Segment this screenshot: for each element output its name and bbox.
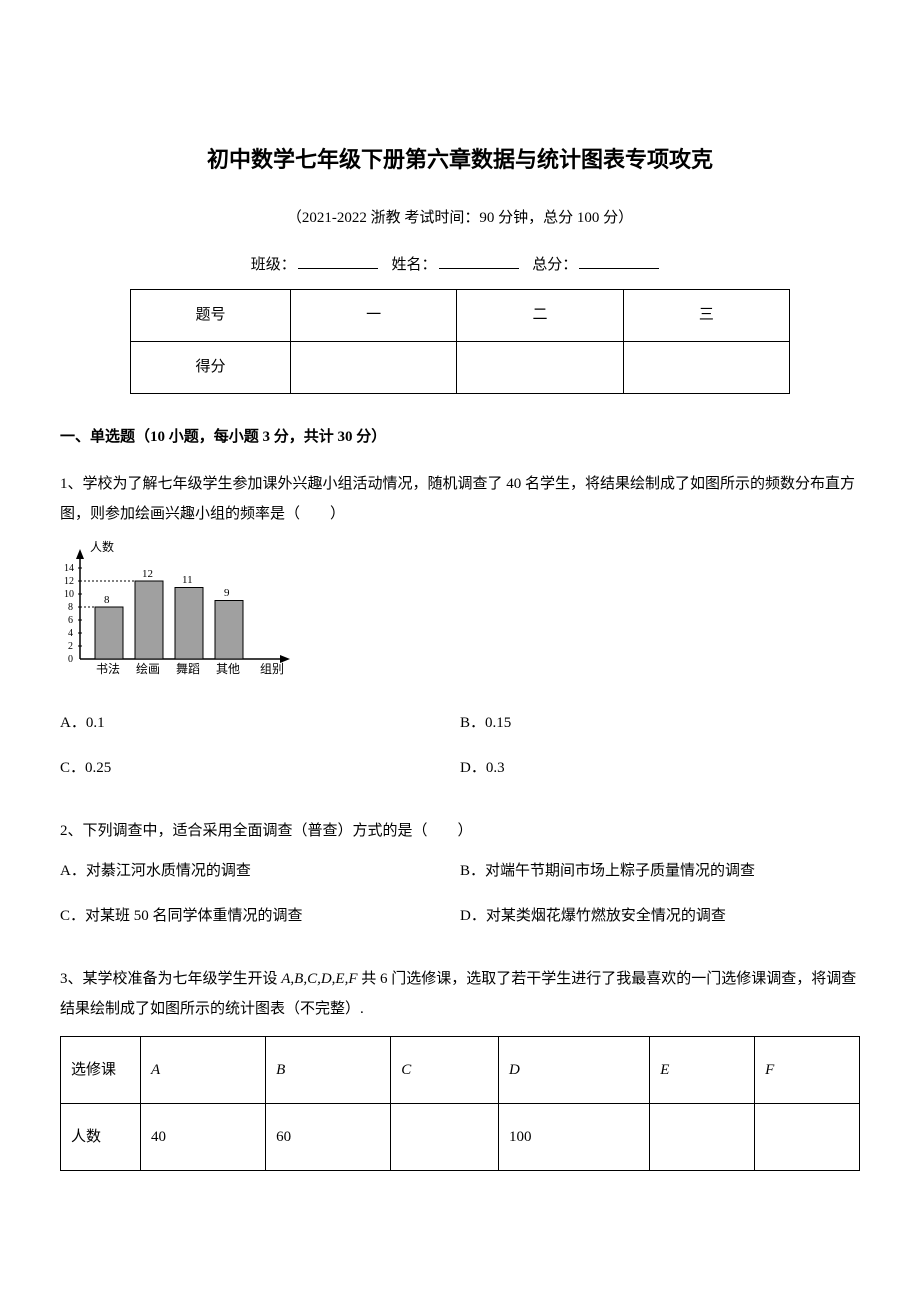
cell: 100: [499, 1103, 650, 1170]
cell-header: 题号: [131, 289, 291, 341]
score-blank[interactable]: [579, 268, 659, 269]
options: A．0.1 B．0.15 C．0.25 D．0.3: [60, 708, 860, 798]
svg-text:12: 12: [64, 576, 74, 587]
option-d[interactable]: D．0.3: [460, 753, 860, 783]
svg-text:10: 10: [64, 589, 74, 600]
table-row: 得分: [131, 341, 790, 393]
course-table: 选修课 A B C D E F 人数 40 60 100: [60, 1036, 860, 1171]
student-info-line: 班级： 姓名： 总分：: [60, 252, 860, 279]
cell: B: [266, 1036, 391, 1103]
svg-text:8: 8: [104, 594, 110, 606]
option-c[interactable]: C．对某班 50 名同学体重情况的调查: [60, 901, 460, 931]
cell-col2: 二: [457, 289, 623, 341]
bar-chart: 人数 0 2 4 6 8 10 12 14: [60, 539, 860, 690]
option-b[interactable]: B．对端午节期间市场上粽子质量情况的调查: [460, 856, 860, 886]
table-row: 人数 40 60 100: [61, 1103, 860, 1170]
cell: 选修课: [61, 1036, 141, 1103]
class-label: 班级：: [251, 257, 296, 273]
ylabel: 人数: [90, 539, 114, 554]
question-1: 1、学校为了解七年级学生参加课外兴趣小组活动情况，随机调查了 40 名学生，将结…: [60, 469, 860, 798]
cell-col2[interactable]: [457, 341, 623, 393]
svg-text:12: 12: [142, 568, 153, 580]
cell: [391, 1103, 499, 1170]
cell-col3: 三: [623, 289, 789, 341]
table-row: 题号 一 二 三: [131, 289, 790, 341]
svg-text:书法: 书法: [96, 662, 120, 676]
question-text: 1、学校为了解七年级学生参加课外兴趣小组活动情况，随机调查了 40 名学生，将结…: [60, 469, 860, 529]
chart-svg: 人数 0 2 4 6 8 10 12 14: [60, 539, 300, 679]
option-d[interactable]: D．对某类烟花爆竹燃放安全情况的调查: [460, 901, 860, 931]
cell: [755, 1103, 860, 1170]
svg-text:4: 4: [68, 628, 73, 639]
question-text: 3、某学校准备为七年级学生开设 A,B,C,D,E,F 共 6 门选修课，选取了…: [60, 964, 860, 1024]
svg-text:组别: 组别: [260, 662, 284, 676]
option-a[interactable]: A．0.1: [60, 708, 460, 738]
table-row: 选修课 A B C D E F: [61, 1036, 860, 1103]
score-label: 总分：: [532, 257, 577, 273]
cell-col1: 一: [291, 289, 457, 341]
svg-text:9: 9: [224, 587, 230, 599]
svg-text:绘画: 绘画: [136, 661, 160, 676]
cell: [650, 1103, 755, 1170]
svg-text:舞蹈: 舞蹈: [176, 662, 200, 676]
cell-header: 得分: [131, 341, 291, 393]
svg-text:8: 8: [68, 602, 73, 613]
option-a[interactable]: A．对綦江河水质情况的调查: [60, 856, 460, 886]
cell: 40: [141, 1103, 266, 1170]
cell-col1[interactable]: [291, 341, 457, 393]
exam-subtitle: （2021-2022 浙教 考试时间：90 分钟，总分 100 分）: [60, 205, 860, 232]
svg-text:其他: 其他: [216, 662, 240, 676]
cell: F: [755, 1036, 860, 1103]
svg-text:6: 6: [68, 615, 73, 626]
question-3: 3、某学校准备为七年级学生开设 A,B,C,D,E,F 共 6 门选修课，选取了…: [60, 964, 860, 1171]
section-heading: 一、单选题（10 小题，每小题 3 分，共计 30 分）: [60, 424, 860, 451]
option-b[interactable]: B．0.15: [460, 708, 860, 738]
svg-text:14: 14: [64, 563, 74, 574]
cell: D: [499, 1036, 650, 1103]
option-c[interactable]: C．0.25: [60, 753, 460, 783]
cell: C: [391, 1036, 499, 1103]
cell-col3[interactable]: [623, 341, 789, 393]
cell: A: [141, 1036, 266, 1103]
svg-text:0: 0: [68, 654, 73, 665]
cell: 60: [266, 1103, 391, 1170]
page-title: 初中数学七年级下册第六章数据与统计图表专项攻克: [60, 140, 860, 180]
cell: 人数: [61, 1103, 141, 1170]
svg-text:11: 11: [182, 574, 193, 586]
svg-text:2: 2: [68, 641, 73, 652]
cell: E: [650, 1036, 755, 1103]
question-text: 2、下列调查中，适合采用全面调查（普查）方式的是（ ）: [60, 816, 860, 846]
score-table: 题号 一 二 三 得分: [130, 289, 790, 394]
question-2: 2、下列调查中，适合采用全面调查（普查）方式的是（ ） A．对綦江河水质情况的调…: [60, 816, 860, 946]
class-blank[interactable]: [298, 268, 378, 269]
options: A．对綦江河水质情况的调查 B．对端午节期间市场上粽子质量情况的调查 C．对某班…: [60, 856, 860, 946]
name-blank[interactable]: [439, 268, 519, 269]
name-label: 姓名：: [391, 257, 436, 273]
